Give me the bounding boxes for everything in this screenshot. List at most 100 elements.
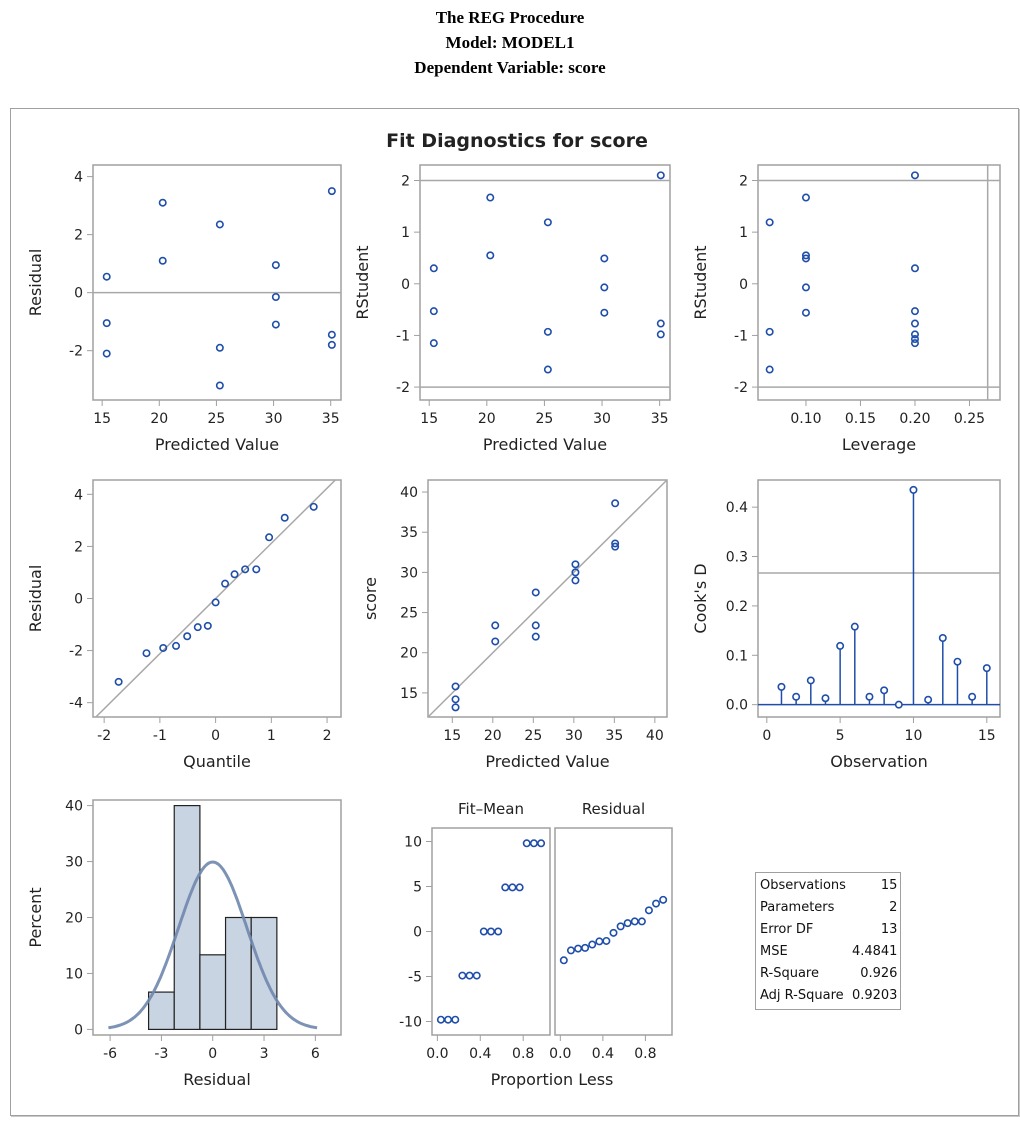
fit-stat-row: Observations 15 [760,875,897,897]
data-point [910,307,919,316]
x-tick-label: 10 [905,728,923,744]
x-tick-label: 0.0 [549,1046,571,1062]
fit-stat-label: Observations [760,878,846,893]
data-point [777,682,786,691]
data-point [600,308,609,317]
y-tick-label: 0 [413,925,422,941]
data-point [600,254,609,263]
model-name: Model: MODEL1 [445,33,575,52]
x-tick-label: 20 [150,411,168,427]
data-point [792,692,801,701]
y-axis-label: RStudent [691,245,710,319]
data-point [938,633,947,642]
score-vs-pred-plot: 15 20 25 30 35 40 15 20 25 30 35 40 Predicted Value s… [361,479,668,771]
data-point [588,940,597,949]
data-point [581,943,590,952]
x-tick-label: 0.8 [634,1046,656,1062]
fit-stat-value: 2 [889,900,898,915]
data-point [172,641,181,650]
x-tick-label: 30 [593,411,611,427]
x-tick-label: 35 [605,728,623,744]
y-tick-label: -1 [734,328,748,344]
data-point [451,695,460,704]
data-point [543,327,552,336]
y-axis-label: Percent [26,887,45,947]
data-point [571,576,580,585]
data-point [656,171,665,180]
data-point [910,330,919,339]
data-point [609,928,618,937]
data-point [537,839,546,848]
data-point [451,1015,460,1024]
data-point [193,623,202,632]
x-tick-label: -3 [154,1046,168,1062]
data-point [472,971,481,980]
data-point [910,171,919,180]
fit-stat-label: R-Square [760,966,819,981]
x-tick-label: 40 [646,728,664,744]
y-tick-label: 25 [400,606,418,622]
panel-title: Fit Diagnostics for score [386,130,648,152]
data-point [451,682,460,691]
data-point [142,649,151,658]
data-point [531,621,540,630]
y-tick-label: -4 [69,696,83,712]
histogram-bar [224,916,252,1031]
y-tick-label: 20 [65,911,83,927]
x-tick-label: 0.0 [426,1046,448,1062]
data-point [429,339,438,348]
y-tick-label: 0 [401,277,410,293]
data-point [211,598,220,607]
plot-frame [757,479,1001,718]
data-point [203,621,212,630]
data-point [602,936,611,945]
data-point [909,485,918,494]
data-point [656,330,665,339]
fit-stat-value: 15 [880,878,898,893]
data-point [801,308,810,317]
histogram-bar [173,804,201,1031]
data-point [765,327,774,336]
data-point [910,264,919,273]
data-point [880,686,889,695]
y-axis-label: RStudent [353,245,372,319]
y-tick-label: -2 [396,380,410,396]
data-point [821,694,830,703]
x-tick-label: 0.10 [790,411,821,427]
data-point [982,664,991,673]
y-tick-label: 0.4 [726,500,748,516]
y-tick-label: 2 [74,228,83,244]
data-point [623,919,632,928]
y-tick-label: -2 [69,644,83,660]
plot-frame [92,164,342,401]
reference-diagonal [428,480,667,717]
data-point [491,621,500,630]
x-tick-label: -1 [153,728,167,744]
x-tick-label: 15 [93,411,111,427]
diagnostics-panel [10,108,1019,1116]
y-tick-label: 2 [401,173,410,189]
x-tick-label: 25 [536,411,554,427]
data-point [968,692,977,701]
rf-panel-fit-mean-plot: 0.0 0.4 0.8 -10 -5 0 5 10 Fit–Mean [399,800,551,1062]
x-tick-label: 20 [484,728,502,744]
y-tick-label: 0 [74,286,83,302]
data-point [183,632,192,641]
data-point [611,542,620,551]
fit-stat-row: MSE 4.4841 [760,941,897,963]
x-tick-label: 25 [524,728,542,744]
data-point [230,570,239,579]
fit-stat-value: 13 [880,922,898,937]
x-tick-label: 6 [311,1046,320,1062]
y-tick-label: 15 [400,686,418,702]
data-point [327,330,336,339]
x-axis-label: Proportion Less [491,1070,614,1089]
y-tick-label: 30 [400,565,418,581]
data-point [451,703,460,712]
data-point [637,917,646,926]
x-tick-label: 0 [211,728,220,744]
x-tick-label: 25 [208,411,226,427]
residual-histogram-plot: -6 -3 0 3 6 0 10 20 30 40 Residual Percent [26,799,342,1089]
x-tick-label: 5 [836,728,845,744]
